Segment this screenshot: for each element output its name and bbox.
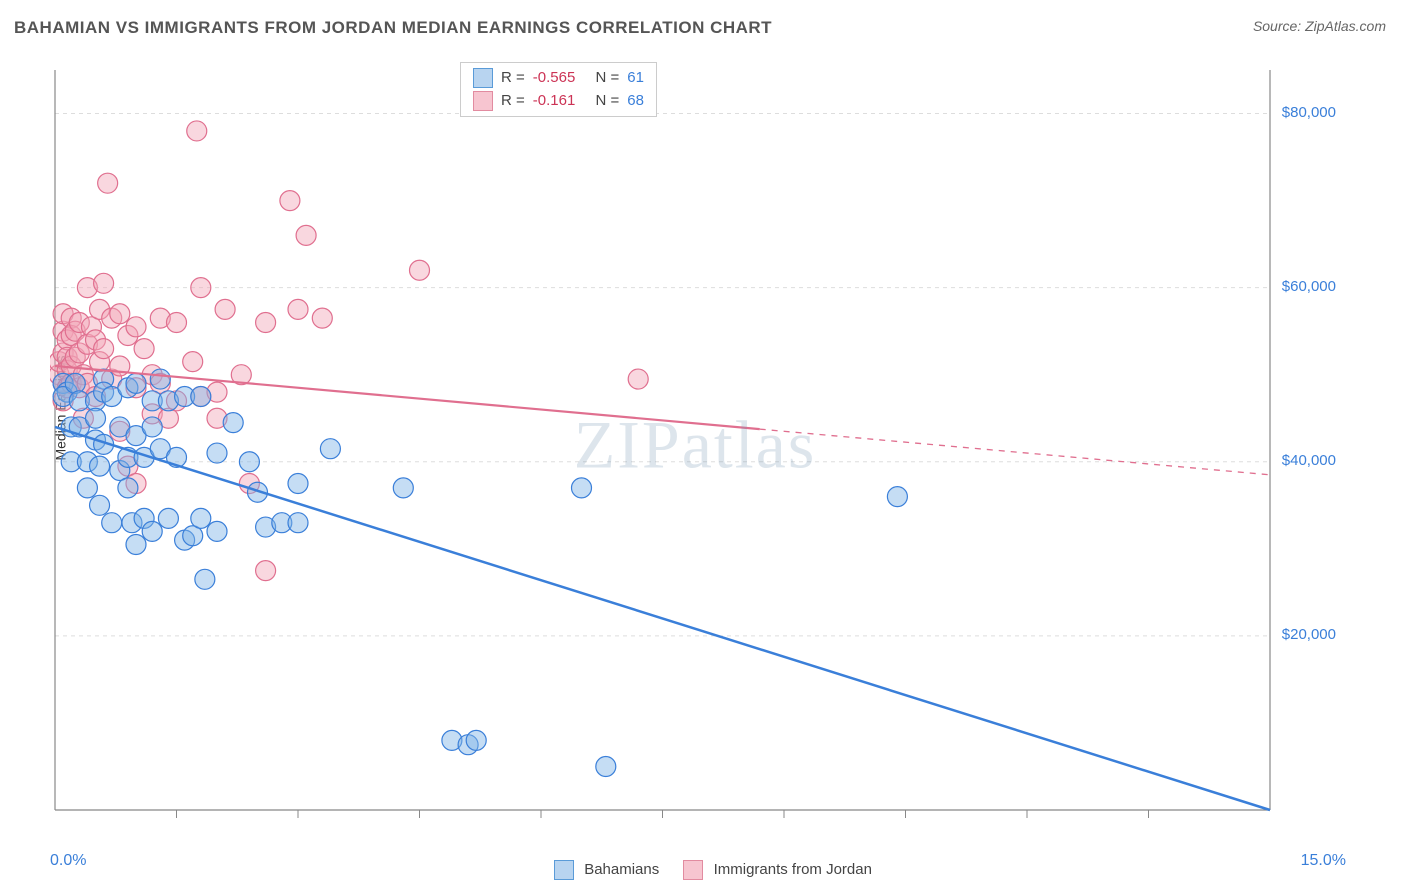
chart-title: BAHAMIAN VS IMMIGRANTS FROM JORDAN MEDIA… — [14, 18, 772, 37]
y-tick-label: $80,000 — [1276, 104, 1336, 121]
swatch-series1-icon — [473, 68, 493, 88]
n-label: N = — [595, 90, 619, 113]
bottom-legend: Bahamians Immigrants from Jordan — [0, 860, 1406, 880]
scatter-chart — [50, 60, 1340, 830]
stats-row-series2: R = -0.161 N = 68 — [473, 90, 644, 113]
r-value-series2: -0.161 — [533, 90, 576, 113]
r-value-series1: -0.565 — [533, 67, 576, 90]
legend-label-series2: Immigrants from Jordan — [714, 861, 872, 878]
y-tick-label: $20,000 — [1276, 626, 1336, 643]
swatch-series2-icon — [473, 91, 493, 111]
n-value-series2: 68 — [627, 90, 644, 113]
correlation-stats-box: R = -0.565 N = 61 R = -0.161 N = 68 — [460, 62, 657, 117]
stats-row-series1: R = -0.565 N = 61 — [473, 67, 644, 90]
r-label: R = — [501, 67, 525, 90]
source-label: Source: ZipAtlas.com — [1253, 18, 1386, 34]
n-value-series1: 61 — [627, 67, 644, 90]
legend-swatch-series2-icon — [683, 860, 703, 880]
plot-area: ZIPatlas — [50, 60, 1340, 830]
y-tick-label: $60,000 — [1276, 278, 1336, 295]
legend-swatch-series1-icon — [554, 860, 574, 880]
r-label: R = — [501, 90, 525, 113]
legend-label-series1: Bahamians — [584, 861, 659, 878]
n-label: N = — [595, 67, 619, 90]
y-tick-label: $40,000 — [1276, 452, 1336, 469]
